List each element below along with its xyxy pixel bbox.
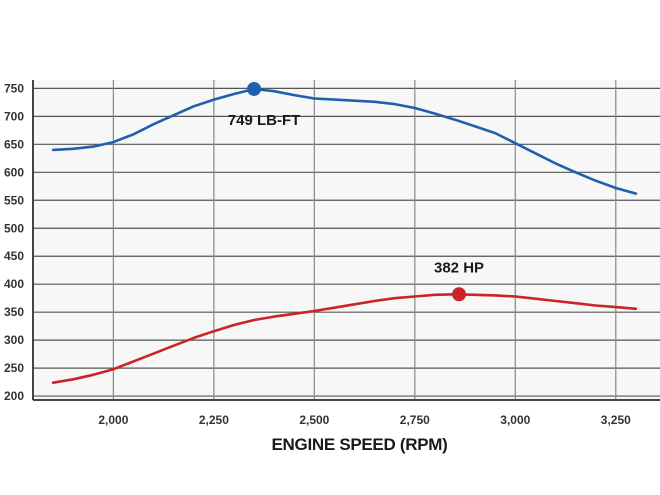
y-tick-label: 750 (4, 81, 24, 95)
x-tick-label: 2,500 (299, 413, 329, 427)
grid (33, 80, 660, 400)
y-tick-label: 350 (4, 305, 24, 319)
x-tick-labels: 2,000 2,250 2,500 2,750 3,000 3,250 (98, 413, 631, 427)
series-layer (51, 87, 638, 385)
x-tick-label: 2,000 (98, 413, 128, 427)
torque-peak-marker (247, 81, 262, 96)
y-tick-label: 450 (4, 249, 24, 263)
x-tick-label: 3,000 (500, 413, 530, 427)
annotation-layer: 749 LB-FT 382 HP (228, 81, 484, 302)
y-tick-label: 600 (4, 165, 24, 179)
x-tick-label: 2,750 (400, 413, 430, 427)
horsepower-line (51, 292, 638, 385)
x-tick-label: 2,250 (199, 413, 229, 427)
x-tick-label: 3,250 (601, 413, 631, 427)
hp-peak-label: 382 HP (434, 259, 484, 276)
y-tick-label: 550 (4, 193, 24, 207)
y-tick-labels: 200 250 300 350 400 450 500 550 600 650 700 750 (4, 81, 24, 403)
y-tick-label: 250 (4, 361, 24, 375)
x-axis-title: ENGINE SPEED (RPM) (272, 435, 448, 454)
y-tick-label: 500 (4, 221, 24, 235)
hp-peak-marker (452, 287, 467, 302)
y-tick-label: 400 (4, 277, 24, 291)
y-tick-label: 300 (4, 333, 24, 347)
plot-area (33, 80, 660, 400)
y-tick-label: 650 (4, 137, 24, 151)
torque-peak-label: 749 LB-FT (228, 112, 301, 129)
y-tick-label: 200 (4, 389, 24, 403)
y-tick-label: 700 (4, 109, 24, 123)
torque-line (51, 87, 638, 195)
axes (32, 80, 660, 401)
